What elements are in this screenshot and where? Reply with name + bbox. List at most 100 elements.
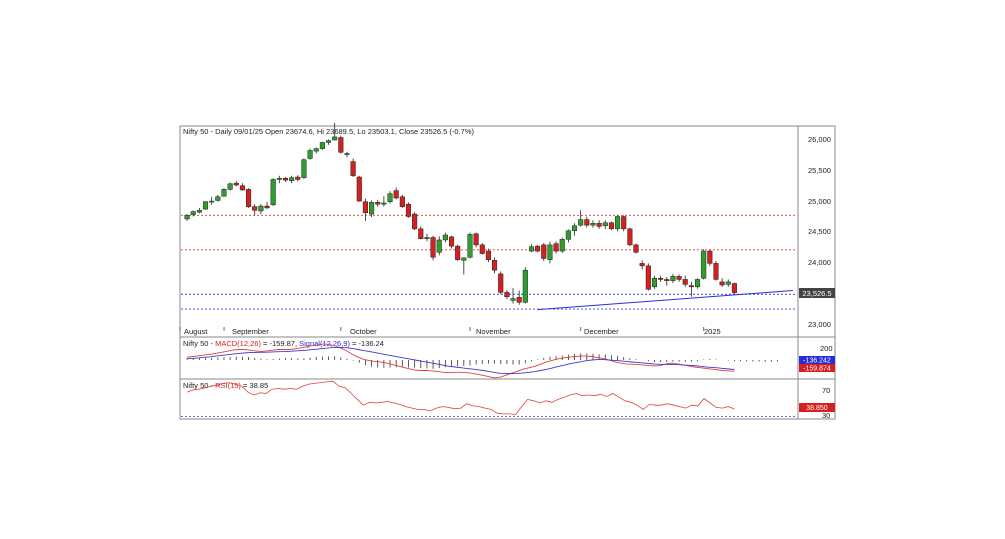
candle-body-34 bbox=[393, 190, 399, 199]
signal-title-value: = -136.24 bbox=[350, 339, 384, 348]
price-tick-25500: 25,500 bbox=[808, 166, 831, 175]
candle-body-48 bbox=[479, 244, 485, 254]
candle-body-47 bbox=[473, 233, 479, 246]
candle-body-58 bbox=[541, 244, 547, 259]
candle-body-41 bbox=[436, 239, 442, 253]
candle-body-49 bbox=[485, 250, 491, 260]
rsi-line bbox=[186, 380, 735, 416]
candle-body-81 bbox=[682, 279, 688, 285]
candle-body-33 bbox=[387, 193, 393, 202]
candle-body-66 bbox=[590, 223, 596, 226]
candle-body-77 bbox=[658, 277, 664, 280]
candle-body-87 bbox=[719, 281, 725, 286]
signal-badge-label: -136.242 bbox=[803, 358, 831, 365]
month-label-september: September bbox=[232, 327, 269, 336]
rsi-title-name: RSI(15) bbox=[215, 381, 241, 390]
candle-body-40 bbox=[430, 237, 436, 258]
candle-body-83 bbox=[694, 279, 701, 288]
candle-body-28 bbox=[356, 176, 362, 202]
candle-body-38 bbox=[418, 228, 424, 239]
macd-title: Nifty 50 - MACD(12,26) = -159.87, Signal… bbox=[183, 339, 384, 348]
candle-body-39 bbox=[424, 237, 430, 239]
candle-body-31 bbox=[375, 202, 381, 205]
candle-body-43 bbox=[448, 236, 455, 247]
candle-body-63 bbox=[571, 225, 578, 231]
candle-body-55 bbox=[522, 269, 528, 303]
price-horizontal-levels bbox=[181, 214, 797, 310]
candle-body-0 bbox=[184, 215, 190, 220]
price-chart-title: Nifty 50 - Daily 09/01/25 Open 23674.6, … bbox=[183, 127, 475, 136]
rsi-series bbox=[181, 380, 797, 417]
candle-body-86 bbox=[713, 263, 719, 280]
candle-body-79 bbox=[670, 276, 676, 281]
macd-tick-200: 200 bbox=[820, 344, 833, 353]
candle-body-18 bbox=[295, 176, 301, 180]
candle-body-78 bbox=[664, 279, 670, 281]
rsi-badge-label: 38.850 bbox=[806, 405, 828, 412]
month-tick-marks bbox=[179, 327, 705, 331]
candle-body-67 bbox=[596, 223, 602, 227]
candle-body-9 bbox=[239, 185, 245, 191]
candle-body-37 bbox=[412, 213, 418, 230]
candlestick-series bbox=[184, 122, 737, 305]
candle-body-45 bbox=[461, 257, 467, 261]
candle-body-11 bbox=[252, 206, 258, 211]
candle-body-19 bbox=[301, 159, 307, 178]
candle-body-52 bbox=[504, 292, 510, 297]
candle-body-89 bbox=[731, 283, 737, 293]
candle-body-10 bbox=[246, 189, 252, 207]
candle-body-70 bbox=[615, 216, 621, 230]
price-panel-frame bbox=[179, 125, 799, 338]
candle-body-8 bbox=[233, 182, 239, 186]
candle-body-2 bbox=[196, 210, 202, 213]
month-label-august: August bbox=[184, 327, 208, 336]
candle-body-82 bbox=[688, 285, 694, 288]
macd-badge-label: -159.874 bbox=[803, 366, 831, 373]
candle-body-61 bbox=[559, 239, 565, 252]
candle-body-13 bbox=[264, 205, 270, 209]
rsi-axis-frame bbox=[797, 378, 836, 420]
candle-body-20 bbox=[307, 150, 313, 159]
candle-body-76 bbox=[651, 277, 658, 288]
candle-body-75 bbox=[645, 265, 651, 290]
candle-body-53 bbox=[510, 298, 516, 301]
candle-body-42 bbox=[442, 234, 448, 241]
month-label-october: October bbox=[350, 327, 377, 336]
macd-title-name: MACD(12,26) bbox=[215, 339, 261, 348]
candle-body-60 bbox=[553, 243, 559, 252]
candle-body-30 bbox=[369, 202, 375, 215]
price-tick-23000: 23,000 bbox=[808, 320, 831, 329]
signal-title-name: Signal(12,26,9) bbox=[299, 339, 350, 348]
macd-lines bbox=[187, 343, 735, 379]
rsi-panel-frame bbox=[179, 378, 799, 420]
candle-body-16 bbox=[282, 178, 289, 181]
candle-body-32 bbox=[381, 202, 387, 205]
candle-body-24 bbox=[332, 136, 338, 141]
candle-body-88 bbox=[725, 281, 731, 285]
candle-body-46 bbox=[467, 234, 473, 258]
support-trendline bbox=[537, 290, 793, 311]
candle-body-64 bbox=[578, 219, 584, 226]
month-label-november: November bbox=[476, 327, 511, 336]
candle-body-4 bbox=[209, 200, 215, 203]
candle-body-69 bbox=[608, 222, 614, 230]
candle-body-71 bbox=[621, 216, 627, 230]
macd-line bbox=[187, 343, 735, 379]
macd-title-prefix: Nifty 50 - bbox=[183, 339, 215, 348]
rsi-title: Nifty 50 - RSI(15) = 38.85 bbox=[183, 381, 268, 390]
support-trendline-group bbox=[537, 290, 793, 311]
rsi-tick-30: 30 bbox=[822, 411, 830, 420]
candle-body-6 bbox=[221, 189, 227, 197]
price-tick-25000: 25,000 bbox=[808, 197, 831, 206]
candle-body-27 bbox=[350, 161, 356, 177]
price-tick-26000: 26,000 bbox=[808, 135, 831, 144]
signal-line bbox=[187, 346, 735, 375]
candle-body-21 bbox=[313, 148, 319, 152]
signal-badge bbox=[799, 356, 835, 364]
candle-body-3 bbox=[202, 201, 209, 210]
rsi-title-value: = 38.85 bbox=[241, 381, 268, 390]
candle-body-85 bbox=[707, 250, 713, 264]
candle-body-25 bbox=[338, 137, 344, 153]
rsi-tick-70: 70 bbox=[822, 386, 830, 395]
